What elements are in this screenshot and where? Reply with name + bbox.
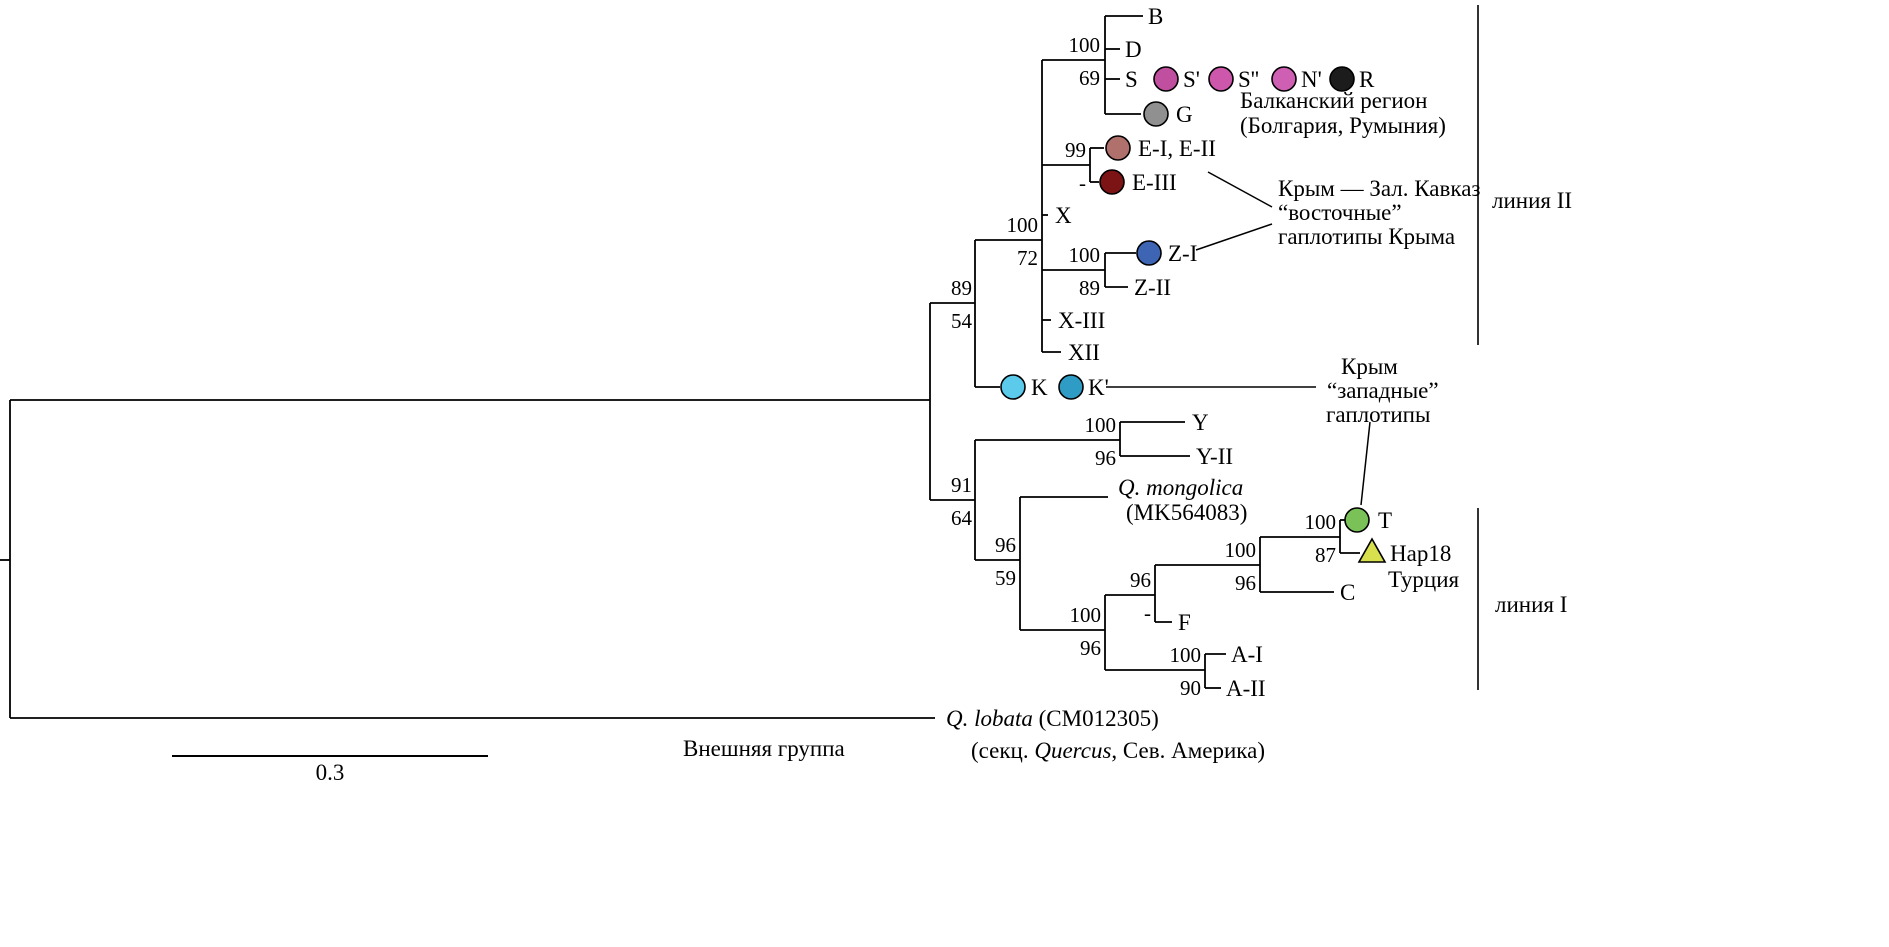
lineage-label-lineage-I: линия I: [1495, 592, 1567, 617]
haplotype-marker-S-prime-circle-icon: [1153, 66, 1179, 92]
support-value-below-12: 90: [1180, 676, 1201, 700]
support-value-above-8: 100: [1070, 603, 1102, 627]
tip-label-E-I-II: E-I, E-II: [1138, 136, 1216, 161]
support-value-above-9: 96: [1130, 568, 1151, 592]
haplotype-marker-G-circle-icon: [1143, 101, 1169, 127]
tip-label-XII: XII: [1068, 340, 1100, 365]
support-value-below-3: 89: [1079, 276, 1100, 300]
support-value-below-0: 69: [1079, 66, 1100, 90]
annotation-krym-east-line2: “восточные”: [1278, 200, 1402, 225]
tip-label-B: B: [1148, 4, 1163, 29]
haplotype-marker-R-circle-icon: [1329, 66, 1355, 92]
support-value-below-6: 96: [1095, 446, 1116, 470]
support-value-below-1: -: [1079, 171, 1086, 195]
tip-label-D: D: [1125, 37, 1142, 62]
tip-label-Z-II: Z-II: [1134, 275, 1171, 300]
leader-line-east-from-E-III: [1207, 171, 1273, 208]
annotation-q-mongolica-name: Q. mongolica: [1118, 475, 1243, 500]
support-value-above-1: 99: [1065, 138, 1086, 162]
leader-line-east-from-Z-I: [1195, 223, 1273, 251]
tip-label-K-prime: K': [1088, 375, 1109, 400]
tip-label-Hap18: Hap18: [1390, 541, 1451, 566]
support-value-below-10: 96: [1235, 571, 1256, 595]
annotation-krym-east-line3: гаплотипы Крыма: [1278, 224, 1455, 249]
support-value-above-11: 100: [1305, 510, 1337, 534]
tip-label-Z-I: Z-I: [1168, 241, 1197, 266]
tip-label-R: R: [1359, 67, 1375, 92]
tip-label-S-prime: S': [1183, 67, 1200, 92]
haplotype-marker-E-I-II-circle-icon: [1105, 135, 1131, 161]
support-value-below-11: 87: [1315, 543, 1336, 567]
tip-label-X-III: X-III: [1058, 308, 1105, 333]
support-value-above-3: 100: [1069, 243, 1101, 267]
annotation-hap18-country: Турция: [1388, 567, 1460, 592]
tip-label-N-prime: N': [1301, 67, 1322, 92]
tip-label-S-double-prime: S'': [1238, 67, 1259, 92]
support-value-above-7: 96: [995, 533, 1016, 557]
annotation-krym-west-line2: “западные”: [1327, 378, 1439, 403]
annotation-balkan-region-line1: Балканский регион: [1240, 88, 1427, 113]
tip-label-A-I: A-I: [1231, 642, 1263, 667]
tip-label-X: X: [1055, 203, 1072, 228]
support-value-above-5: 91: [951, 473, 972, 497]
tip-label-E-III: E-III: [1132, 170, 1177, 195]
annotation-q-mongolica-acc: (MK564083): [1126, 500, 1247, 525]
tip-label-T: T: [1378, 508, 1392, 533]
support-value-above-12: 100: [1170, 643, 1202, 667]
tip-label-G: G: [1176, 102, 1193, 127]
annotation-outgroup-label: Внешняя группа: [683, 736, 845, 761]
support-value-below-9: -: [1144, 601, 1151, 625]
tip-label-F: F: [1178, 610, 1191, 635]
haplotype-marker-Z-I-circle-icon: [1136, 240, 1162, 266]
tip-label-Y-II: Y-II: [1196, 444, 1233, 469]
support-value-above-6: 100: [1085, 413, 1117, 437]
leader-line-west-to-T: [1360, 421, 1371, 506]
support-value-above-2: 100: [1007, 213, 1039, 237]
support-value-above-4: 89: [951, 276, 972, 300]
annotation-balkan-region-line2: (Болгария, Румыния): [1240, 113, 1446, 138]
support-value-above-0: 100: [1069, 33, 1101, 57]
haplotype-marker-N-prime-circle-icon: [1271, 66, 1297, 92]
tip-label-A-II: A-II: [1226, 676, 1266, 701]
annotation-q-lobata-section: (секц. Quercus, Сев. Америка): [971, 738, 1265, 763]
support-value-below-4: 54: [951, 309, 973, 333]
lineage-label-lineage-II: линия II: [1492, 188, 1572, 213]
haplotype-marker-T-circle-icon: [1344, 507, 1370, 533]
annotation-krym-east-line1: Крым — Зал. Кавказ: [1278, 176, 1481, 201]
haplotype-marker-K-prime-circle-icon: [1058, 374, 1084, 400]
tip-label-C: C: [1340, 580, 1355, 605]
haplotype-marker-S-double-prime-circle-icon: [1208, 66, 1234, 92]
haplotype-marker-E-III-circle-icon: [1099, 169, 1125, 195]
annotation-q-lobata-name: Q. lobata (CM012305): [946, 706, 1159, 731]
haplotype-marker-K-circle-icon: [1000, 374, 1026, 400]
annotation-krym-west-line3: гаплотипы: [1326, 402, 1430, 427]
tip-label-S: S: [1125, 67, 1138, 92]
annotation-krym-west-line1: Крым: [1341, 354, 1398, 379]
support-value-below-2: 72: [1017, 246, 1038, 270]
scale-bar-label: 0.3: [316, 760, 345, 785]
support-value-below-8: 96: [1080, 636, 1101, 660]
support-value-below-5: 64: [951, 506, 973, 530]
haplotype-marker-Hap18-triangle-icon: [1357, 537, 1387, 563]
support-value-below-7: 59: [995, 566, 1016, 590]
tip-label-K: K: [1031, 375, 1048, 400]
tip-label-Y: Y: [1192, 410, 1209, 435]
support-value-above-10: 100: [1225, 538, 1257, 562]
